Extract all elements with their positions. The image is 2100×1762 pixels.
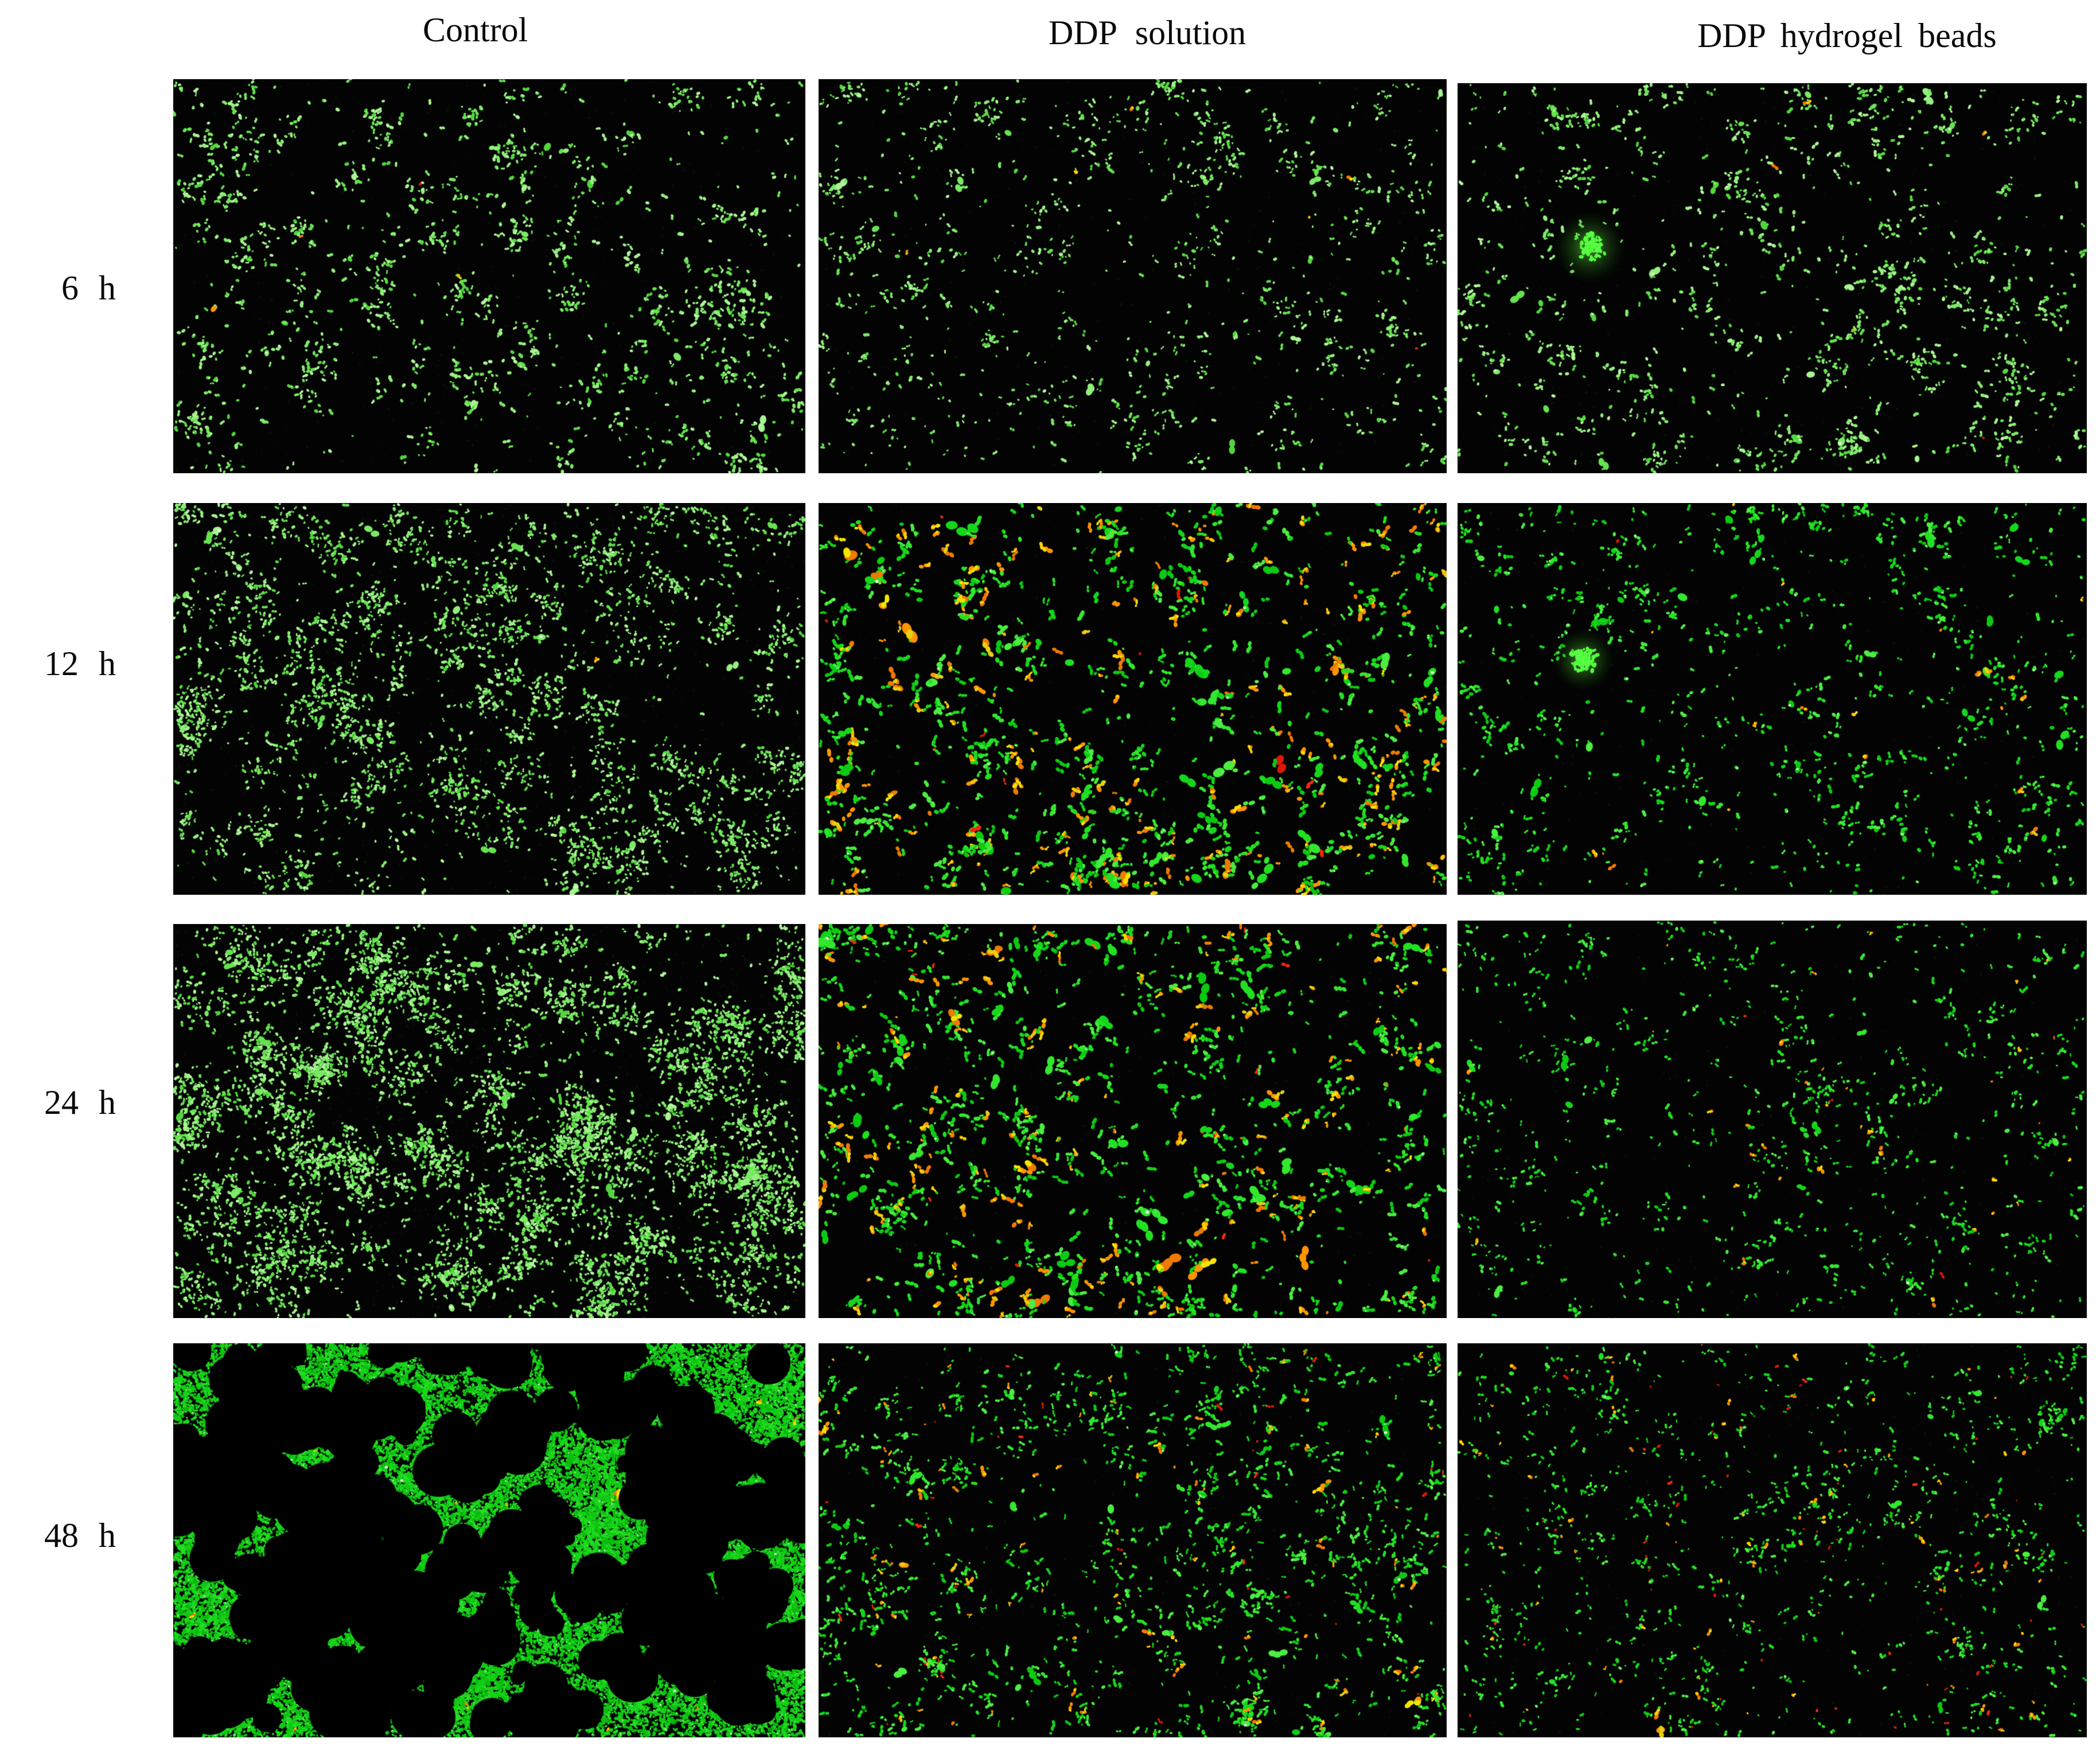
micrograph-ddp-hydrogel-beads-12h [1458,503,2087,895]
row-label-6h: 6 h [61,269,116,307]
micrograph-ddp-solution-48h [819,1343,1447,1737]
micrograph-control-12h [173,503,805,895]
micrograph-ddp-hydrogel-beads-24h [1458,921,2087,1318]
column-header-ddp-hydrogel-beads: DDP hydrogel beads [1697,17,1997,54]
column-header-control: Control [423,11,528,49]
micrograph-control-24h [173,924,805,1318]
micrograph-ddp-solution-12h [819,503,1447,895]
row-label-24h: 24 h [44,1083,116,1121]
micrograph-ddp-solution-6h [819,79,1447,473]
micrograph-ddp-solution-24h [819,924,1447,1318]
micrograph-control-48h [173,1343,805,1737]
row-label-48h: 48 h [44,1517,116,1554]
micrograph-ddp-hydrogel-beads-6h [1458,83,2087,473]
column-header-ddp-solution: DDP solution [1049,14,1246,52]
micrograph-ddp-hydrogel-beads-48h [1458,1343,2087,1737]
row-label-12h: 12 h [44,645,116,683]
micrograph-control-6h [173,79,805,473]
